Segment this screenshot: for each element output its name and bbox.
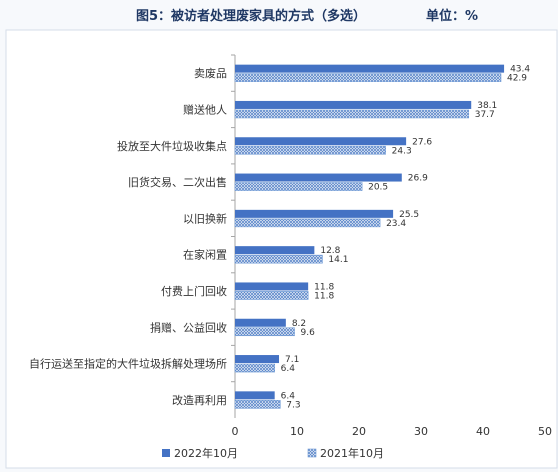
bar-2022: [235, 246, 315, 255]
value-label-2021: 20.5: [368, 183, 388, 193]
legend-label-2021: 2021年10月: [320, 446, 384, 460]
value-label-2022: 12.8: [320, 246, 340, 256]
value-label-2022: 43.4: [510, 65, 530, 75]
bar-2021: [234, 182, 363, 191]
category-label: 在家闲置: [183, 248, 227, 262]
category-labels: 卖废品赠送他人投放至大件垃圾收集点旧货交易、二次出售以旧换新在家闲置付费上门回收…: [29, 54, 235, 407]
bar-2022: [235, 137, 407, 146]
value-label-2022: 8.2: [292, 319, 306, 329]
bar-2022: [235, 355, 280, 364]
legend-label-2022: 2022年10月: [174, 446, 238, 460]
category-label: 改造再利用: [172, 393, 227, 407]
x-tick-label: 0: [232, 425, 239, 438]
x-tick-label: 30: [414, 425, 428, 438]
bar-2021: [234, 73, 502, 82]
bar-2021: [234, 291, 309, 300]
bar-2022: [235, 282, 309, 291]
bar-2021: [234, 400, 281, 409]
value-label-2021: 37.7: [475, 110, 495, 120]
bar-2021: [234, 109, 470, 119]
category-label: 付费上门回收: [161, 284, 227, 298]
legend-swatch-2021: [307, 448, 317, 458]
value-label-2021: 42.9: [507, 74, 527, 84]
value-label-2022: 26.9: [408, 174, 428, 184]
value-label-2021: 11.8: [314, 291, 334, 301]
x-tick-label: 50: [538, 425, 552, 438]
value-label-2022: 38.1: [477, 101, 497, 111]
legend: 2022年10月 2021年10月: [162, 446, 384, 460]
category-label: 捐赠、公益回收: [150, 320, 227, 334]
value-label-2021: 6.4: [281, 364, 296, 374]
bar-2022: [235, 100, 472, 109]
x-tick-label: 20: [352, 425, 366, 438]
value-label-2022: 7.1: [285, 355, 299, 365]
value-label-2022: 11.8: [314, 282, 334, 292]
bar-2022: [235, 391, 275, 400]
value-label-2021: 14.1: [328, 255, 348, 265]
bar-2021: [234, 254, 323, 264]
bar-2022: [235, 64, 505, 73]
x-tick-label: 10: [290, 425, 304, 438]
category-label: 旧货交易、二次出售: [128, 175, 227, 189]
value-label-2021: 7.3: [286, 400, 300, 410]
value-label-2021: 23.4: [386, 219, 406, 229]
category-label: 卖废品: [194, 66, 227, 80]
bar-2022: [235, 173, 402, 182]
category-label: 以旧换新: [183, 211, 227, 225]
x-tick-label: 40: [476, 425, 490, 438]
unit-label: 单位：%: [426, 8, 478, 24]
chart-title: 图5：被访者处理废家具的方式（多选）: [136, 8, 366, 24]
bar-2021: [234, 218, 381, 228]
category-label: 自行运送至指定的大件垃圾拆解处理场所: [29, 357, 227, 371]
legend-swatch-2022: [162, 449, 170, 457]
value-label-2021: 9.6: [301, 328, 316, 338]
bar-2022: [235, 209, 394, 218]
bar-2021: [234, 363, 275, 373]
bar-2021: [234, 327, 295, 337]
value-label-2021: 24.3: [392, 146, 412, 156]
bar-2022: [235, 318, 286, 327]
value-label-2022: 25.5: [399, 210, 419, 220]
category-label: 赠送他人: [183, 102, 227, 116]
category-label: 投放至大件垃圾收集点: [117, 139, 227, 153]
value-label-2022: 6.4: [281, 391, 296, 401]
bars-layer: 43.442.9 38.137.7 27.624.3 26.9 20.5 25.523.4…: [234, 64, 530, 410]
x-axis-ticks: 0 10 20 30 40 50: [232, 425, 553, 438]
value-label-2022: 27.6: [412, 137, 432, 147]
bar-2021: [234, 145, 386, 155]
